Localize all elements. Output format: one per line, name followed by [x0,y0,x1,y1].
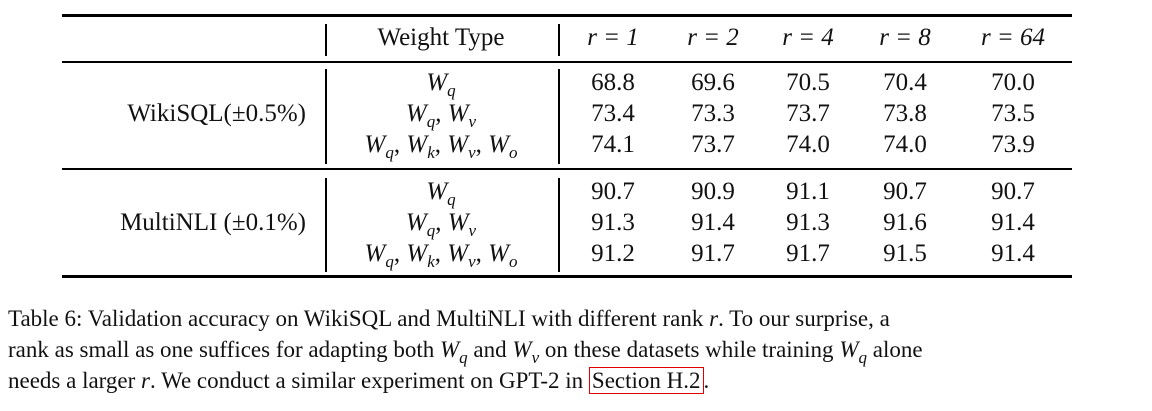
table-cell: 91.4 [991,240,1035,267]
header-rank: r = 64 [980,24,1046,51]
table-cell: 70.4 [883,69,927,96]
dataset-label: MultiNLI (±0.1%) [120,209,306,236]
column-divider [558,69,560,164]
table-cell: 74.0 [786,131,830,158]
caption-text: alone [866,337,923,362]
table-cell: 91.7 [691,240,735,267]
table-cell: 90.7 [883,178,927,205]
caption-text: . To our surprise, a [718,306,890,331]
caption-text: Table 6: Validation accuracy on WikiSQL … [8,306,710,331]
table-cell: 91.6 [883,209,927,236]
group-rule [62,168,1072,170]
table-cell: 73.5 [991,100,1035,127]
table-cell: 73.4 [591,100,635,127]
table-cell: 91.3 [786,209,830,236]
table-cell: 90.7 [591,178,635,205]
math-symbol: r [709,306,719,331]
weight-type: Wq [426,69,456,100]
weight-type: Wq, Wk, Wv, Wo [364,240,518,271]
weight-type: Wq, Wk, Wv, Wo [364,131,518,162]
top-rule [62,14,1072,17]
caption-text: and [467,337,513,362]
math-symbol: Wq [839,337,867,367]
table-cell: 69.6 [691,69,735,96]
table-cell: 70.5 [786,69,830,96]
column-divider [558,24,560,56]
table-cell: 91.3 [591,209,635,236]
table-cell: 73.7 [786,100,830,127]
table-cell: 68.8 [591,69,635,96]
table-cell: 74.0 [883,131,927,158]
column-divider [325,178,327,272]
caption-line: Table 6: Validation accuracy on WikiSQL … [8,303,890,334]
header-rank: r = 2 [687,24,739,51]
table-cell: 91.7 [786,240,830,267]
math-symbol: Wq [440,337,468,367]
weight-type: Wq, Wv [405,209,477,240]
caption-line: needs a larger r. We conduct a similar e… [8,365,709,396]
column-divider [325,24,327,56]
table-cell: 91.1 [786,178,830,205]
header-weight-type: Weight Type [377,24,505,51]
weight-type: Wq, Wv [405,100,477,131]
table-cell: 73.8 [883,100,927,127]
table-cell: 90.7 [991,178,1035,205]
caption-text: rank as small as one suffices for adapti… [8,337,440,362]
table-cell: 70.0 [991,69,1035,96]
table-cell: 73.7 [691,131,735,158]
caption-text: needs a larger [8,368,142,393]
table-cell: 91.4 [691,209,735,236]
table-cell: 90.9 [691,178,735,205]
caption-text: . [703,368,710,393]
column-divider [558,178,560,272]
caption-line: rank as small as one suffices for adapti… [8,334,923,367]
table-cell: 74.1 [591,131,635,158]
column-divider [325,69,327,164]
header-rank: r = 1 [587,24,639,51]
caption-text: on these datasets while training [539,337,840,362]
table-cell: 73.3 [691,100,735,127]
section-link[interactable]: Section H.2 [588,367,704,394]
math-symbol: Wv [512,337,540,367]
header-rank: r = 4 [782,24,834,51]
table-cell: 91.5 [883,240,927,267]
dataset-label: WikiSQL(±0.5%) [127,100,306,127]
header-rank: r = 8 [879,24,931,51]
table-cell: 91.4 [991,209,1035,236]
caption-text: . We conduct a similar experiment on GPT… [150,368,589,393]
bottom-rule [62,275,1072,278]
table-cell: 73.9 [991,131,1035,158]
table-cell: 91.2 [591,240,635,267]
weight-type: Wq [426,178,456,209]
header-rule [62,61,1072,63]
math-symbol: r [141,368,150,393]
